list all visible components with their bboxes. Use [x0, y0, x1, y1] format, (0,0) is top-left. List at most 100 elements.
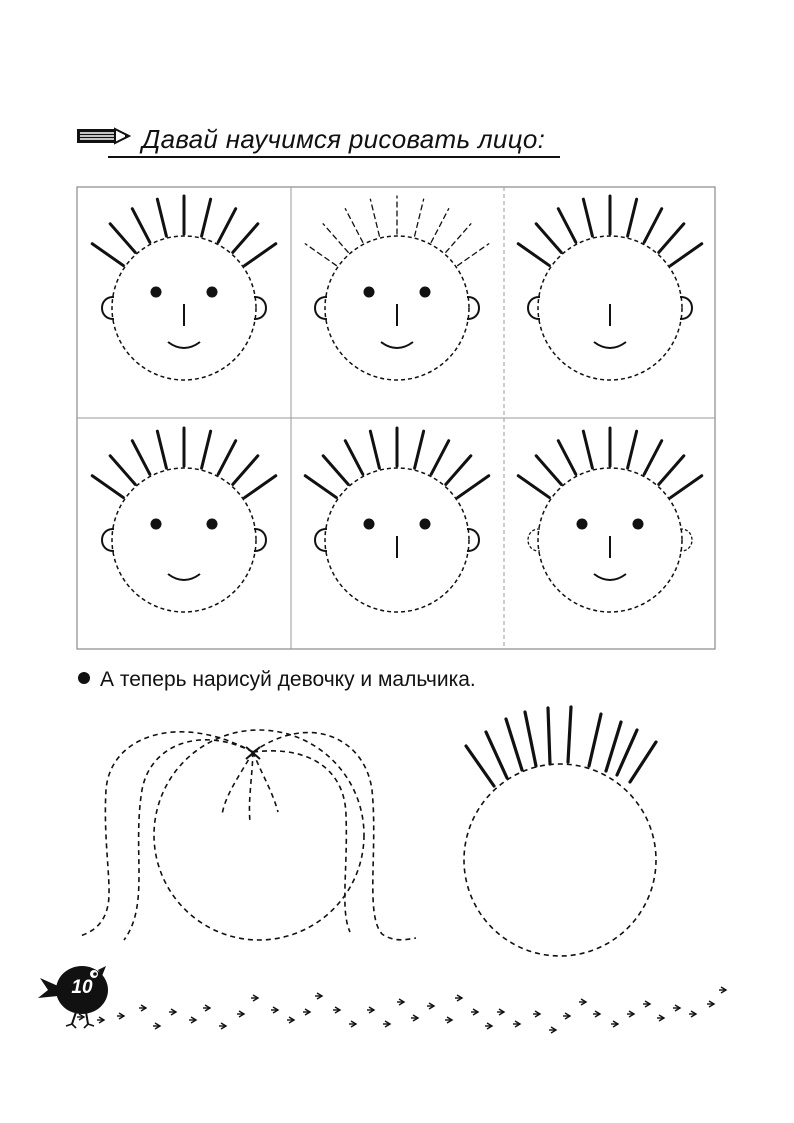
page-number: 10	[71, 977, 93, 998]
footprint	[593, 1010, 602, 1018]
hair-strand	[216, 207, 238, 244]
ear-left	[314, 295, 328, 321]
hair-strand	[200, 429, 213, 470]
eye-left	[363, 518, 375, 530]
faces-grid	[76, 186, 716, 650]
face-cell-3	[504, 186, 717, 418]
hair-strand	[534, 222, 563, 254]
hair-strand	[90, 242, 125, 268]
footprint	[117, 1012, 126, 1020]
hair-strand	[369, 198, 381, 237]
eye-right	[632, 518, 644, 530]
footprint	[251, 994, 260, 1002]
hair-strand	[155, 429, 168, 470]
ear-left	[527, 295, 541, 321]
footprint	[643, 1000, 652, 1008]
face-outline	[111, 235, 257, 381]
footprint	[349, 1020, 358, 1028]
hair-strand	[413, 429, 426, 470]
footprint	[549, 1026, 558, 1034]
mouth	[380, 341, 414, 349]
eye-right	[206, 518, 218, 530]
face-cell-5	[291, 418, 504, 650]
face-outline	[111, 467, 257, 613]
footprint	[303, 1008, 312, 1016]
footprint	[485, 1022, 494, 1030]
footprint	[315, 992, 324, 1000]
footprint	[689, 1010, 698, 1018]
footprint	[427, 1002, 436, 1010]
eye-left	[576, 518, 588, 530]
footprint	[237, 1010, 246, 1018]
hair-strand	[216, 439, 238, 476]
hair-strand	[657, 222, 686, 254]
hair-strand	[581, 429, 594, 470]
hair-strand	[130, 439, 152, 476]
hair-strand	[243, 242, 278, 268]
face-cell-6	[504, 418, 717, 650]
mouth	[167, 341, 201, 349]
hair-strand	[303, 474, 338, 500]
mouth	[167, 573, 201, 581]
footprint	[563, 1012, 572, 1020]
footprint	[673, 1004, 682, 1012]
footprint	[139, 1004, 148, 1012]
bullet-dot-icon	[78, 672, 90, 684]
girl-hair-left-inner	[123, 738, 254, 941]
footprint	[471, 1008, 480, 1016]
hair-strand	[669, 474, 704, 500]
boy-face-circle	[463, 763, 657, 957]
tracing-area	[79, 705, 658, 957]
footprint	[455, 994, 464, 1002]
hair-strand	[581, 197, 594, 238]
hair-strand	[321, 454, 350, 486]
footprint	[719, 986, 728, 994]
hair-strand	[556, 207, 578, 244]
eye-left	[150, 286, 162, 298]
hair-strand	[413, 198, 425, 237]
hair-strand	[626, 197, 639, 238]
pencil-icon	[77, 127, 132, 145]
ear-right	[253, 295, 267, 321]
face-outline	[537, 467, 683, 613]
hair-strand	[444, 454, 473, 486]
hair-strand	[304, 243, 338, 267]
footprint	[383, 1020, 392, 1028]
hair-strand	[343, 439, 365, 476]
mouth	[593, 341, 627, 349]
grid-lines	[76, 186, 716, 650]
footprint	[219, 1022, 228, 1030]
footprint	[169, 1008, 178, 1016]
ear-right	[253, 527, 267, 553]
hair-strand	[445, 223, 472, 254]
hair-strand	[456, 243, 490, 267]
footprint	[77, 1013, 86, 1021]
footprint	[287, 1016, 296, 1024]
footprint	[203, 1004, 212, 1012]
hair-strand	[108, 454, 137, 486]
bird-icon	[38, 966, 108, 1029]
footprint	[513, 1020, 522, 1028]
footprint	[189, 1016, 198, 1024]
footprint	[445, 1016, 454, 1024]
instruction: А теперь нарисуй девочку и мальчика.	[78, 668, 476, 698]
hair-strand	[556, 439, 578, 476]
boy-hair	[464, 705, 658, 788]
eye-right	[419, 518, 431, 530]
footprint	[657, 1014, 666, 1022]
hair-strand	[90, 474, 125, 500]
eye-left	[150, 518, 162, 530]
footprint	[627, 1010, 636, 1018]
girl-face-circle	[153, 729, 365, 941]
girl-hair-right-outer	[252, 731, 417, 941]
hair-strand	[534, 454, 563, 486]
face-cell-1	[78, 186, 291, 418]
footprint	[333, 1006, 342, 1014]
face-outline	[324, 235, 470, 381]
footprint	[707, 1000, 716, 1008]
girl-bang-1	[221, 751, 254, 816]
instruction-text: А теперь нарисуй девочку и мальчика.	[100, 668, 476, 691]
ear-left	[101, 527, 115, 553]
footprint	[271, 1006, 280, 1014]
boy-outline	[463, 705, 658, 957]
